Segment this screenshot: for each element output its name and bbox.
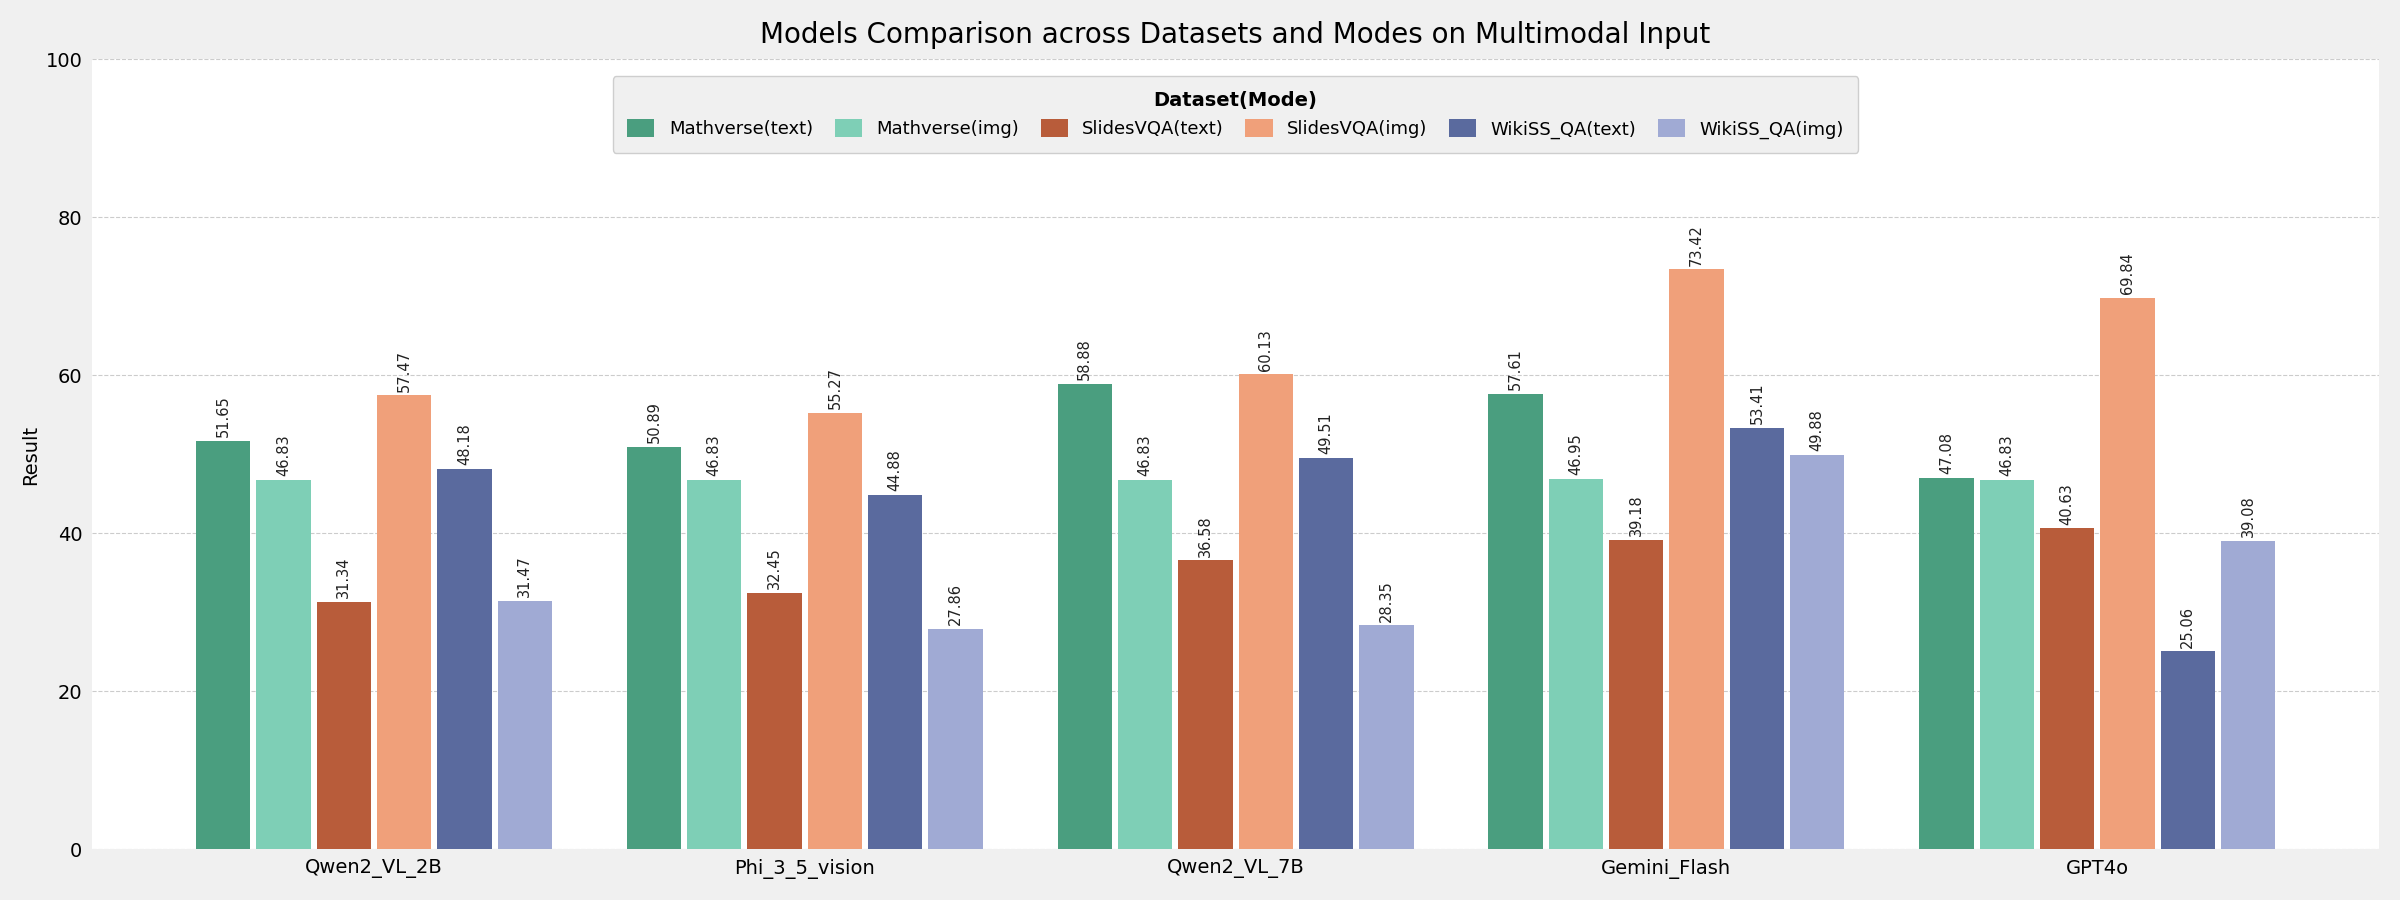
Bar	[377, 395, 432, 850]
Text: 39.08: 39.08	[2242, 495, 2256, 536]
Text: 40.63: 40.63	[2059, 482, 2074, 525]
Text: 49.51: 49.51	[1318, 412, 1334, 454]
Bar	[2220, 541, 2275, 850]
Text: 31.34: 31.34	[336, 556, 350, 598]
Text: 69.84: 69.84	[2119, 252, 2136, 293]
Bar	[1178, 561, 1234, 850]
Bar	[2160, 652, 2215, 850]
Bar	[1298, 458, 1354, 850]
Bar	[869, 495, 922, 850]
Text: 46.83: 46.83	[276, 434, 290, 475]
Y-axis label: Result: Result	[22, 425, 41, 484]
Text: 46.83: 46.83	[1999, 434, 2014, 475]
Text: 46.83: 46.83	[1138, 434, 1152, 475]
Bar	[257, 480, 310, 850]
Text: 46.83: 46.83	[706, 434, 722, 475]
Text: 47.08: 47.08	[1939, 432, 1954, 473]
Bar	[1058, 384, 1111, 850]
Bar	[1920, 478, 1973, 850]
Text: 60.13: 60.13	[1258, 328, 1274, 371]
Bar	[2100, 298, 2155, 850]
Bar	[317, 602, 372, 850]
Text: 49.88: 49.88	[1810, 410, 1824, 452]
Bar	[197, 441, 250, 850]
Text: 36.58: 36.58	[1198, 515, 1212, 556]
Bar	[1730, 428, 1783, 850]
Text: 50.89: 50.89	[646, 401, 662, 444]
Bar	[746, 593, 802, 850]
Bar	[1358, 626, 1414, 850]
Text: 73.42: 73.42	[1690, 223, 1704, 266]
Text: 44.88: 44.88	[888, 449, 902, 491]
Text: 25.06: 25.06	[2179, 606, 2196, 647]
Text: 48.18: 48.18	[456, 423, 473, 465]
Bar	[929, 629, 982, 850]
Text: 58.88: 58.88	[1078, 338, 1092, 381]
Bar	[1608, 540, 1663, 850]
Bar	[1118, 480, 1171, 850]
Bar	[809, 413, 862, 850]
Text: 57.61: 57.61	[1507, 348, 1524, 391]
Text: 31.47: 31.47	[516, 555, 533, 597]
Text: 32.45: 32.45	[768, 547, 782, 590]
Bar	[437, 469, 492, 850]
Bar	[1790, 455, 1843, 850]
Text: 39.18: 39.18	[1630, 494, 1644, 536]
Title: Models Comparison across Datasets and Modes on Multimodal Input: Models Comparison across Datasets and Mo…	[761, 21, 1711, 49]
Text: 51.65: 51.65	[216, 396, 230, 437]
Legend: Mathverse(text), Mathverse(img), SlidesVQA(text), SlidesVQA(img), WikiSS_QA(text: Mathverse(text), Mathverse(img), SlidesV…	[612, 76, 1858, 153]
Text: 28.35: 28.35	[1380, 580, 1394, 622]
Text: 53.41: 53.41	[1750, 382, 1764, 424]
Text: 57.47: 57.47	[396, 349, 410, 392]
Bar	[686, 480, 742, 850]
Text: 27.86: 27.86	[948, 583, 962, 626]
Bar	[626, 447, 682, 850]
Bar	[1488, 394, 1543, 850]
Bar	[1238, 374, 1294, 850]
Bar	[1670, 269, 1723, 850]
Bar	[1980, 480, 2033, 850]
Text: 46.95: 46.95	[1570, 433, 1584, 474]
Bar	[497, 601, 552, 850]
Text: 55.27: 55.27	[828, 367, 842, 409]
Bar	[2040, 528, 2095, 850]
Bar	[1548, 479, 1603, 850]
